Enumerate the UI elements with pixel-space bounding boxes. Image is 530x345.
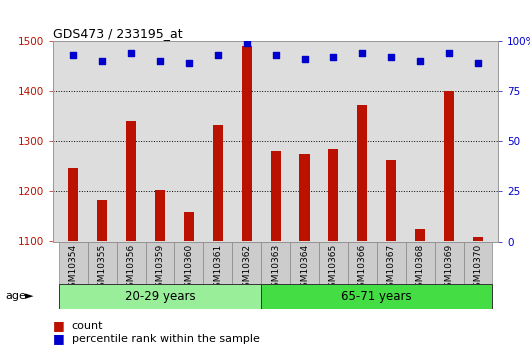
Text: GSM10356: GSM10356 <box>127 244 136 293</box>
Point <box>242 41 251 46</box>
Bar <box>329 149 339 241</box>
Bar <box>290 241 319 285</box>
Text: GDS473 / 233195_at: GDS473 / 233195_at <box>53 27 183 40</box>
Point <box>301 57 309 62</box>
Text: GSM10364: GSM10364 <box>300 244 309 293</box>
Text: GSM10367: GSM10367 <box>387 244 396 293</box>
Bar <box>405 241 435 285</box>
Bar <box>232 241 261 285</box>
Bar <box>184 213 194 242</box>
Text: GSM10369: GSM10369 <box>445 244 454 293</box>
Text: GSM10362: GSM10362 <box>242 244 251 293</box>
Bar <box>299 155 310 242</box>
Bar <box>348 241 377 285</box>
Text: ■: ■ <box>53 319 65 333</box>
Point <box>271 53 280 58</box>
Point <box>445 51 453 56</box>
Text: GSM10363: GSM10363 <box>271 244 280 293</box>
Point <box>184 61 193 66</box>
Text: GSM10354: GSM10354 <box>69 244 78 293</box>
Point <box>156 59 164 64</box>
Bar <box>126 121 136 242</box>
Text: GSM10359: GSM10359 <box>155 244 164 293</box>
Bar <box>270 151 281 242</box>
Bar <box>155 190 165 242</box>
Point <box>358 51 367 56</box>
Bar <box>87 241 117 285</box>
Bar <box>319 241 348 285</box>
Text: GSM10365: GSM10365 <box>329 244 338 293</box>
Point <box>329 55 338 60</box>
Bar <box>97 200 107 242</box>
Text: GSM10370: GSM10370 <box>473 244 482 293</box>
Bar <box>357 106 367 241</box>
Bar <box>59 241 87 285</box>
Point <box>387 55 395 60</box>
Text: age: age <box>5 292 26 301</box>
Bar <box>117 241 146 285</box>
Point <box>416 59 425 64</box>
Bar <box>261 284 492 309</box>
Bar <box>204 241 232 285</box>
Text: ►: ► <box>25 292 33 301</box>
Bar <box>435 241 464 285</box>
Bar <box>59 284 261 309</box>
Text: 65-71 years: 65-71 years <box>341 290 412 303</box>
Text: ■: ■ <box>53 332 65 345</box>
Text: GSM10368: GSM10368 <box>416 244 425 293</box>
Point <box>474 61 482 66</box>
Point <box>127 51 135 56</box>
Bar <box>473 237 483 242</box>
Text: percentile rank within the sample: percentile rank within the sample <box>72 334 259 344</box>
Text: GSM10360: GSM10360 <box>184 244 193 293</box>
Bar <box>464 241 492 285</box>
Bar <box>386 160 396 242</box>
Bar <box>213 126 223 242</box>
Text: GSM10361: GSM10361 <box>213 244 222 293</box>
Bar <box>146 241 174 285</box>
Point <box>69 53 77 58</box>
Text: GSM10366: GSM10366 <box>358 244 367 293</box>
Bar <box>242 46 252 242</box>
Bar <box>68 168 78 241</box>
Text: count: count <box>72 321 103 331</box>
Text: 20-29 years: 20-29 years <box>125 290 195 303</box>
Bar <box>444 91 454 242</box>
Point <box>98 59 107 64</box>
Bar <box>377 241 405 285</box>
Bar <box>174 241 204 285</box>
Bar <box>415 229 425 242</box>
Text: GSM10355: GSM10355 <box>98 244 107 293</box>
Point <box>214 53 222 58</box>
Bar <box>261 241 290 285</box>
